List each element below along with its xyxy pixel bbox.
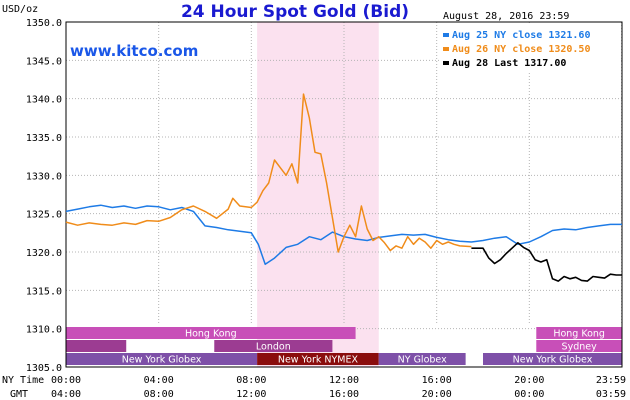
x-tick-label: 16:00 (329, 389, 359, 400)
session-label: London (256, 342, 291, 353)
x-tick-label: 20:00 (422, 389, 452, 400)
legend-entry: Aug 25 NY close 1321.60 (452, 30, 590, 41)
y-tick-label: 1330.0 (26, 171, 62, 182)
legend-swatch (443, 47, 449, 51)
legend-swatch (443, 33, 449, 37)
x-tick-label: 00:00 (514, 389, 544, 400)
x-tick-label: 23:59 (596, 375, 626, 386)
x-tick-label: 03:59 (596, 389, 626, 400)
timestamp: August 28, 2016 23:59 (443, 11, 569, 22)
session-bar (483, 353, 622, 365)
session-bar (378, 353, 466, 365)
x-row-label: GMT (10, 389, 28, 400)
session-label: New York Globex (513, 355, 593, 366)
x-tick-label: 04:00 (144, 375, 174, 386)
session-bar (66, 327, 356, 339)
session-bar (214, 340, 333, 352)
x-row-label: NY Time (2, 375, 44, 386)
session-bar (66, 340, 127, 352)
x-tick-label: 16:00 (422, 375, 452, 386)
legend-entry: Aug 26 NY close 1320.50 (452, 44, 590, 55)
y-tick-label: 1305.0 (26, 363, 62, 374)
x-tick-label: 04:00 (51, 389, 81, 400)
y-tick-label: 1335.0 (26, 133, 62, 144)
series-line (65, 93, 472, 253)
y-tick-label: 1345.0 (26, 56, 62, 67)
x-tick-label: 08:00 (236, 375, 266, 386)
session-label: New York Globex (122, 355, 202, 366)
legend-swatch (443, 61, 449, 65)
y-tick-label: 1340.0 (26, 95, 62, 106)
session-label: Hong Kong (185, 329, 237, 340)
x-tick-label: 12:00 (329, 375, 359, 386)
y-tick-label: 1315.0 (26, 286, 62, 297)
y-tick-label: 1325.0 (26, 210, 62, 221)
session-bar (257, 353, 379, 365)
session-label: New York NYMEX (278, 355, 359, 366)
legend-box (440, 25, 620, 71)
session-bar (536, 327, 622, 339)
x-tick-label: 00:00 (51, 375, 81, 386)
session-label: Hong Kong (553, 329, 605, 340)
nymex-highlight (257, 22, 379, 367)
session-bar (536, 340, 622, 352)
legend-entry: Aug 28 Last 1317.00 (452, 58, 566, 69)
series-line (471, 242, 622, 282)
watermark: www.kitco.com (70, 42, 198, 60)
series-line (65, 204, 622, 266)
chart-title: 24 Hour Spot Gold (Bid) (181, 2, 409, 22)
x-tick-label: 08:00 (144, 389, 174, 400)
legend: Aug 25 NY close 1321.60 Aug 26 NY close 1… (440, 25, 620, 71)
y-tick-label: 1320.0 (26, 248, 62, 259)
session-label: Sydney (562, 342, 598, 353)
y-tick-label: 1310.0 (26, 325, 62, 336)
x-tick-label: 20:00 (514, 375, 544, 386)
session-label: NY Globex (398, 355, 447, 366)
plot-frame (65, 21, 623, 368)
x-tick-label: 12:00 (236, 389, 266, 400)
y-tick-label: 1350.0 (26, 18, 62, 29)
session-bar (66, 353, 258, 365)
currency-label: USD/oz (2, 4, 38, 15)
